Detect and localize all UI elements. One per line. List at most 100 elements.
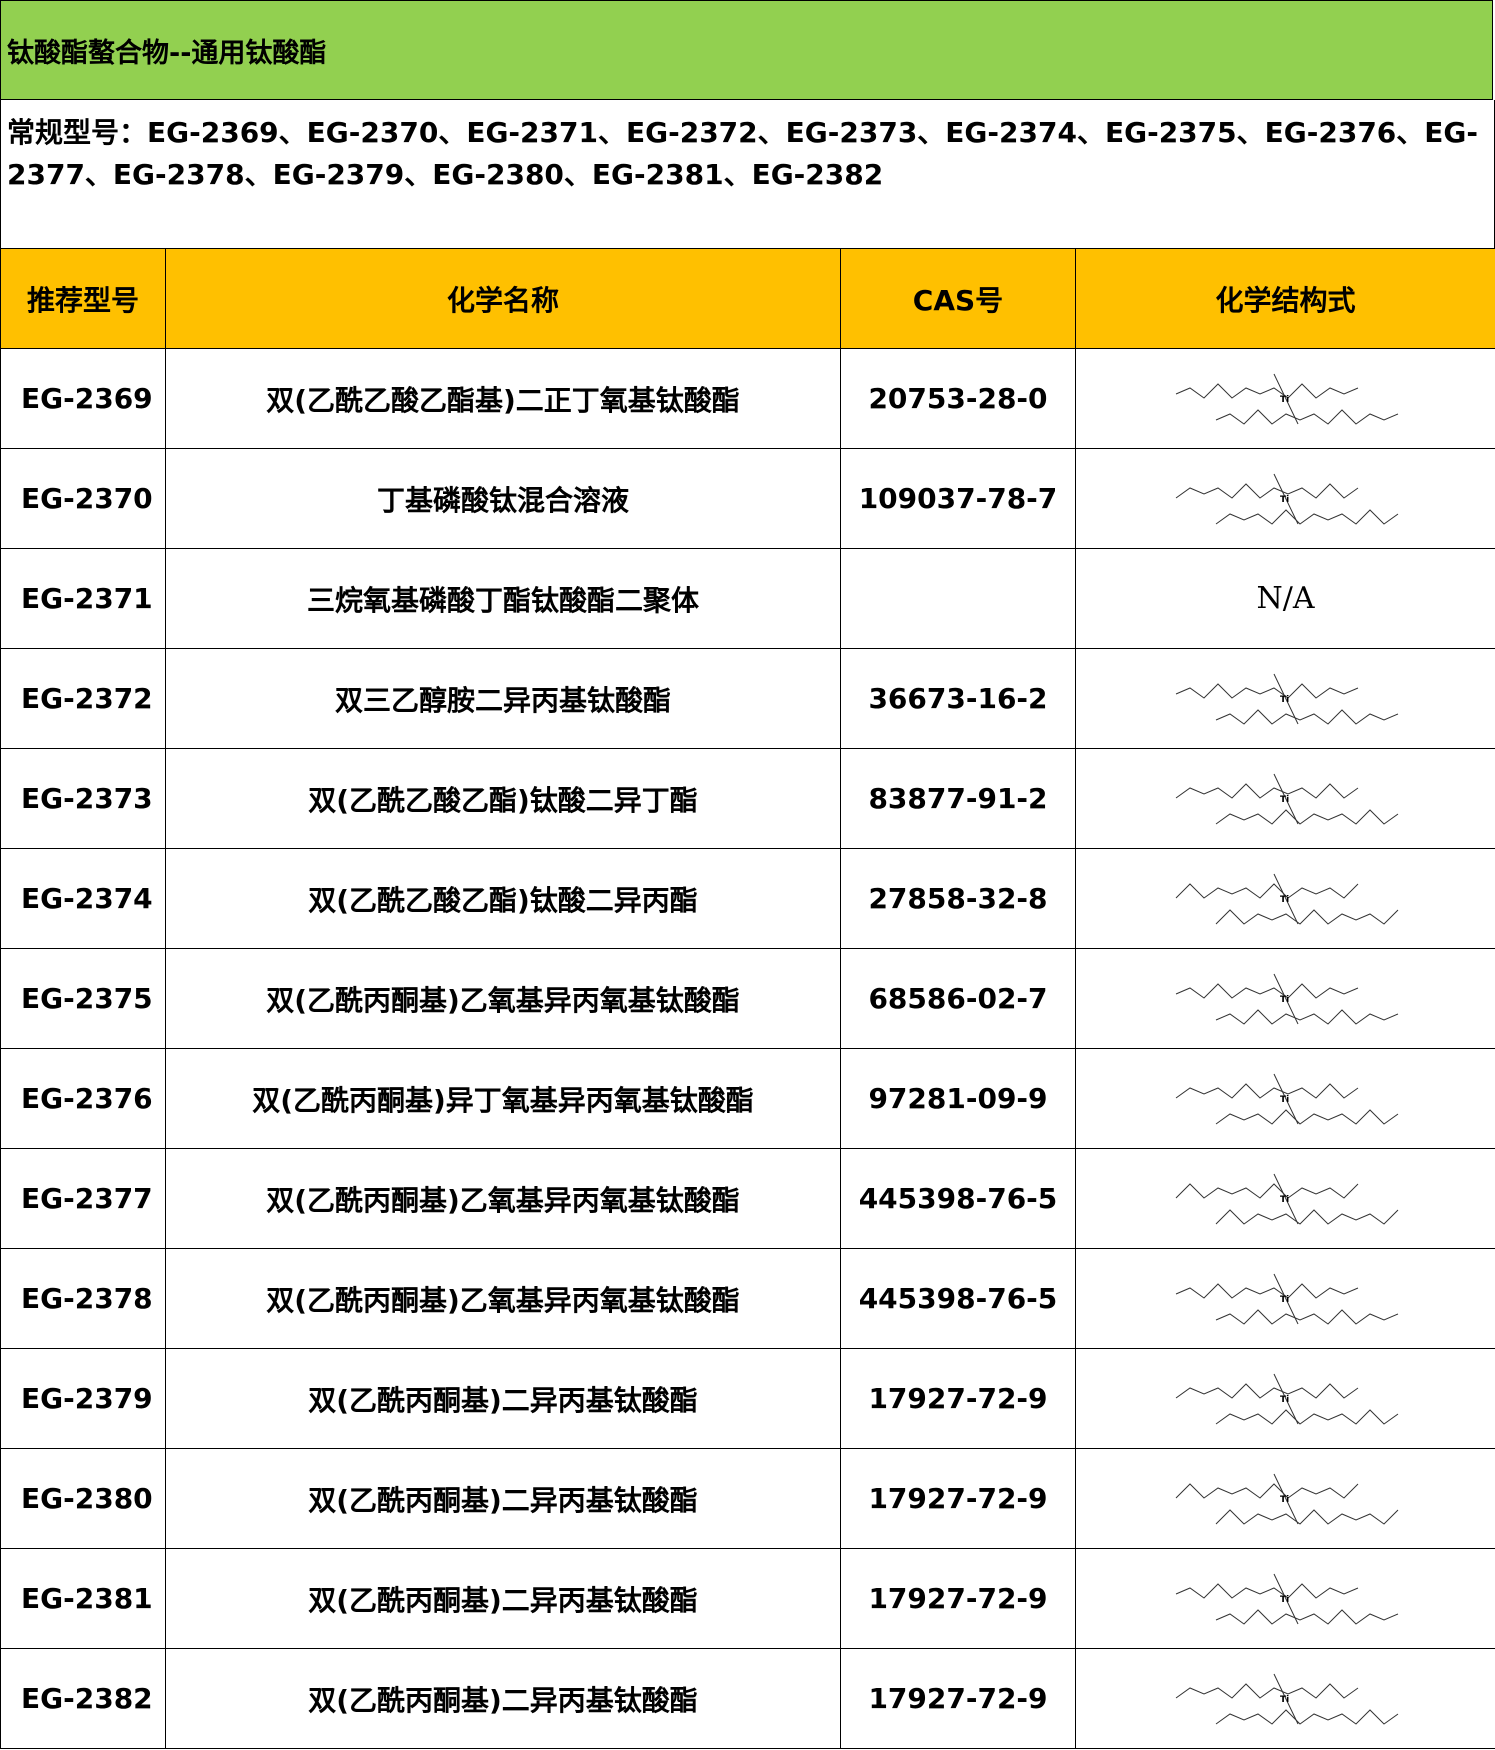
cas-cell: 445398-76-5	[840, 1248, 1076, 1349]
structure-cell: Ti	[1075, 1248, 1495, 1349]
table-row: EG-2369 双(乙酰乙酸乙酯基)二正丁氧基钛酸酯 20753-28-0 Ti	[0, 348, 1495, 449]
cas-cell: 17927-72-9	[840, 1348, 1076, 1449]
chemical-name-cell: 双(乙酰丙酮基)二异丙基钛酸酯	[165, 1348, 841, 1449]
structure-cell: Ti	[1075, 1148, 1495, 1249]
model-cell: EG-2371	[0, 548, 166, 649]
model-cell: EG-2372	[0, 648, 166, 749]
cas-cell: 17927-72-9	[840, 1448, 1076, 1549]
model-cell: EG-2381	[0, 1548, 166, 1649]
model-cell: EG-2377	[0, 1148, 166, 1249]
table-row: EG-2380 双(乙酰丙酮基)二异丙基钛酸酯 17927-72-9 Ti	[0, 1448, 1495, 1549]
table-row: EG-2382 双(乙酰丙酮基)二异丙基钛酸酯 17927-72-9 Ti	[0, 1648, 1495, 1749]
svg-text:Ti: Ti	[1280, 795, 1289, 805]
structure-cell: Ti	[1075, 1648, 1495, 1749]
model-cell: EG-2380	[0, 1448, 166, 1549]
svg-text:Ti: Ti	[1280, 1495, 1289, 1505]
table-header-row: 推荐型号 化学名称 CAS号 化学结构式	[0, 248, 1495, 349]
chemical-name-cell: 双(乙酰丙酮基)二异丙基钛酸酯	[165, 1548, 841, 1649]
cas-cell	[840, 548, 1076, 649]
chemical-name-cell: 双(乙酰乙酸乙酯)钛酸二异丙酯	[165, 848, 841, 949]
svg-text:Ti: Ti	[1280, 1595, 1289, 1605]
chemical-name-cell: 双(乙酰乙酸乙酯基)二正丁氧基钛酸酯	[165, 348, 841, 449]
structure-cell: Ti	[1075, 1348, 1495, 1449]
table-row: EG-2378 双(乙酰丙酮基)乙氧基异丙氧基钛酸酯 445398-76-5 T…	[0, 1248, 1495, 1349]
table-row: EG-2374 双(乙酰乙酸乙酯)钛酸二异丙酯 27858-32-8 Ti	[0, 848, 1495, 949]
model-cell: EG-2375	[0, 948, 166, 1049]
model-cell: EG-2374	[0, 848, 166, 949]
model-cell: EG-2369	[0, 348, 166, 449]
chemical-structure-image: Ti	[1076, 1154, 1495, 1244]
chemical-name-cell: 双三乙醇胺二异丙基钛酸酯	[165, 648, 841, 749]
structure-cell: Ti	[1075, 948, 1495, 1049]
cas-cell: 17927-72-9	[840, 1548, 1076, 1649]
svg-text:Ti: Ti	[1280, 995, 1289, 1005]
chemical-structure-image: Ti	[1076, 854, 1495, 944]
structure-cell: Ti	[1075, 1448, 1495, 1549]
svg-text:Ti: Ti	[1280, 695, 1289, 705]
chemical-name-cell: 三烷氧基磷酸丁酯钛酸酯二聚体	[165, 548, 841, 649]
structure-cell: Ti	[1075, 348, 1495, 449]
structure-cell: Ti	[1075, 1548, 1495, 1649]
chemical-structure-image: Ti	[1076, 354, 1495, 444]
chemical-structure-image: Ti	[1076, 1354, 1495, 1444]
chemical-name-cell: 双(乙酰丙酮基)乙氧基异丙氧基钛酸酯	[165, 1248, 841, 1349]
structure-cell: Ti	[1075, 848, 1495, 949]
chemical-structure-image: Ti	[1076, 1254, 1495, 1344]
chemical-structure-image: Ti	[1076, 454, 1495, 544]
table-row: EG-2375 双(乙酰丙酮基)乙氧基异丙氧基钛酸酯 68586-02-7 Ti	[0, 948, 1495, 1049]
chemical-structure-image: Ti	[1076, 1454, 1495, 1544]
model-cell: EG-2370	[0, 448, 166, 549]
product-table: 推荐型号 化学名称 CAS号 化学结构式 EG-2369 双(乙酰乙酸乙酯基)二…	[0, 248, 1495, 1749]
chemical-name-cell: 双(乙酰丙酮基)异丁氧基异丙氧基钛酸酯	[165, 1048, 841, 1149]
svg-text:Ti: Ti	[1280, 495, 1289, 505]
standard-models-line: 常规型号：EG-2369、EG-2370、EG-2371、EG-2372、EG-…	[0, 100, 1495, 248]
cas-cell: 68586-02-7	[840, 948, 1076, 1049]
chemical-name-cell: 双(乙酰丙酮基)乙氧基异丙氧基钛酸酯	[165, 948, 841, 1049]
header-cas: CAS号	[840, 248, 1076, 349]
table-row: EG-2381 双(乙酰丙酮基)二异丙基钛酸酯 17927-72-9 Ti	[0, 1548, 1495, 1649]
model-cell: EG-2376	[0, 1048, 166, 1149]
table-row: EG-2371 三烷氧基磷酸丁酯钛酸酯二聚体 N/A	[0, 548, 1495, 649]
table-row: EG-2376 双(乙酰丙酮基)异丁氧基异丙氧基钛酸酯 97281-09-9 T…	[0, 1048, 1495, 1149]
header-chemical-name: 化学名称	[165, 248, 841, 349]
model-cell: EG-2379	[0, 1348, 166, 1449]
table-row: EG-2372 双三乙醇胺二异丙基钛酸酯 36673-16-2 Ti	[0, 648, 1495, 749]
chemical-name-cell: 双(乙酰丙酮基)二异丙基钛酸酯	[165, 1648, 841, 1749]
svg-text:Ti: Ti	[1280, 1695, 1289, 1705]
model-cell: EG-2378	[0, 1248, 166, 1349]
cas-cell: 445398-76-5	[840, 1148, 1076, 1249]
model-cell: EG-2373	[0, 748, 166, 849]
structure-cell: Ti	[1075, 448, 1495, 549]
page-title: 钛酸酯螯合物--通用钛酸酯	[0, 0, 1493, 100]
chemical-structure-image: Ti	[1076, 1054, 1495, 1144]
chemical-structure-image: Ti	[1076, 654, 1495, 744]
svg-text:Ti: Ti	[1280, 1095, 1289, 1105]
header-model: 推荐型号	[0, 248, 166, 349]
chemical-name-cell: 双(乙酰乙酸乙酯)钛酸二异丁酯	[165, 748, 841, 849]
cas-cell: 27858-32-8	[840, 848, 1076, 949]
svg-text:Ti: Ti	[1280, 1395, 1289, 1405]
chemical-structure-image: Ti	[1076, 954, 1495, 1044]
svg-text:Ti: Ti	[1280, 1195, 1289, 1205]
cas-cell: 109037-78-7	[840, 448, 1076, 549]
chemical-name-cell: 双(乙酰丙酮基)乙氧基异丙氧基钛酸酯	[165, 1148, 841, 1249]
table-row: EG-2370 丁基磷酸钛混合溶液 109037-78-7 Ti	[0, 448, 1495, 549]
svg-text:Ti: Ti	[1280, 895, 1289, 905]
chemical-name-cell: 丁基磷酸钛混合溶液	[165, 448, 841, 549]
chemical-name-cell: 双(乙酰丙酮基)二异丙基钛酸酯	[165, 1448, 841, 1549]
structure-cell: Ti	[1075, 748, 1495, 849]
chemical-structure-image: Ti	[1076, 1654, 1495, 1744]
table-row: EG-2379 双(乙酰丙酮基)二异丙基钛酸酯 17927-72-9 Ti	[0, 1348, 1495, 1449]
chemical-structure-image: Ti	[1076, 1554, 1495, 1644]
svg-text:Ti: Ti	[1280, 395, 1289, 405]
svg-text:Ti: Ti	[1280, 1295, 1289, 1305]
cas-cell: 97281-09-9	[840, 1048, 1076, 1149]
cas-cell: 83877-91-2	[840, 748, 1076, 849]
table-row: EG-2377 双(乙酰丙酮基)乙氧基异丙氧基钛酸酯 445398-76-5 T…	[0, 1148, 1495, 1249]
table-row: EG-2373 双(乙酰乙酸乙酯)钛酸二异丁酯 83877-91-2 Ti	[0, 748, 1495, 849]
header-structure: 化学结构式	[1075, 248, 1495, 349]
cas-cell: 36673-16-2	[840, 648, 1076, 749]
chemical-structure-image: Ti	[1076, 754, 1495, 844]
structure-cell: Ti	[1075, 648, 1495, 749]
model-cell: EG-2382	[0, 1648, 166, 1749]
